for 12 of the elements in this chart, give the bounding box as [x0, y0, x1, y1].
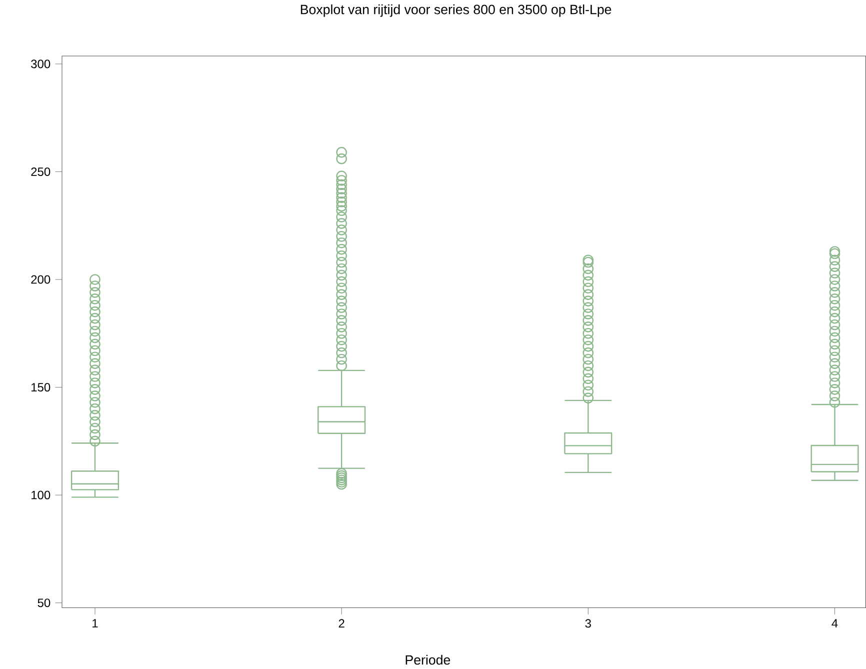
y-tick-label: 250	[31, 167, 50, 176]
chart-title: Boxplot van rijtijd voor series 800 en 3500 op Btl-Lpe	[300, 4, 612, 17]
x-tick-label: 1	[92, 619, 98, 628]
y-tick-label: 300	[31, 60, 50, 68]
y-tick-label: 50	[38, 598, 50, 608]
y-tick-label: 150	[32, 382, 50, 392]
x-tick-label: 3	[585, 619, 591, 628]
y-tick-label: 200	[31, 275, 50, 284]
x-tick-label: 2	[338, 619, 344, 628]
x-axis-title: Periode	[406, 654, 450, 665]
y-tick-label: 100	[32, 490, 50, 500]
x-tick-label: 4	[832, 619, 838, 628]
